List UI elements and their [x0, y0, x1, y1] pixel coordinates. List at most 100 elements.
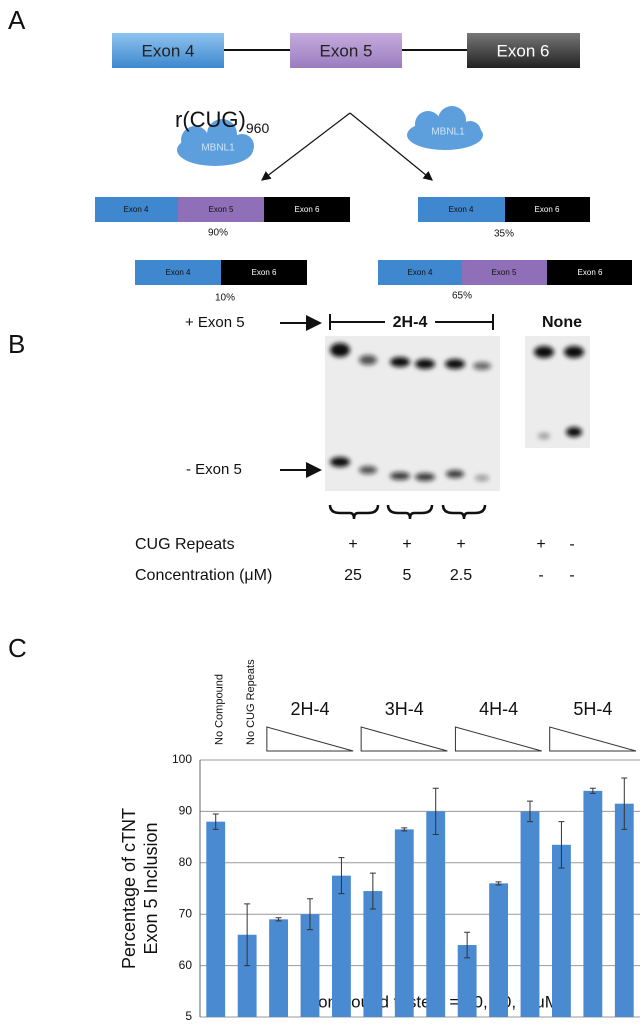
group-label: 2H-4	[290, 699, 329, 719]
exon-label: Exon 6	[535, 205, 560, 214]
cell: 2.5	[450, 567, 472, 584]
cell: 25	[344, 567, 362, 584]
error-bar	[464, 931, 471, 959]
bar	[520, 811, 540, 1017]
error-bar	[401, 827, 408, 832]
bar	[614, 803, 634, 1017]
error-bar	[307, 898, 313, 931]
exon-label: Exon 6	[578, 268, 603, 277]
error-bar	[275, 917, 282, 922]
repeat-length: 960	[246, 120, 270, 136]
bar	[206, 821, 226, 1017]
error-bar	[432, 787, 439, 836]
cloud	[177, 119, 254, 166]
group-label: 4H-4	[479, 699, 518, 719]
exon-label: Exon 4	[142, 41, 195, 60]
cell: +	[348, 536, 357, 553]
y-tick-label: 80	[179, 855, 193, 869]
percent: 90%	[208, 228, 228, 239]
gradient-triangle	[266, 726, 354, 752]
bar	[394, 829, 414, 1017]
bar	[237, 934, 257, 1017]
bar	[300, 914, 320, 1017]
group-label: 5H-4	[573, 699, 612, 719]
exon	[112, 33, 224, 68]
panel-label: C	[8, 633, 27, 663]
exon-label: Exon 4	[408, 268, 433, 277]
exon-label: Exon 4	[449, 205, 474, 214]
error-bar	[212, 813, 219, 830]
protein-label: MBNL1	[201, 143, 235, 154]
bar-chart: 5 60 70 80 90 100 Percentage of cTNT Exon 5 Inc…	[119, 659, 640, 1023]
y-tick-label: 60	[179, 958, 193, 972]
isoform: Exon 4 Exon 5 Exon 6	[95, 197, 350, 222]
cell: 5	[403, 567, 412, 584]
isoform: Exon 4 Exon 5 Exon 6	[378, 260, 632, 285]
exon-label: Exon 6	[295, 205, 320, 214]
y-tick-label: 5	[185, 1009, 192, 1023]
cell: +	[456, 536, 465, 553]
error-bar	[527, 800, 533, 823]
exon-label: Exon 6	[252, 268, 277, 277]
exon-label: Exon 4	[124, 205, 149, 214]
bar	[457, 945, 477, 1017]
exon-label: Exon 4	[166, 268, 191, 277]
gel-bands	[330, 343, 584, 481]
percent: 10%	[215, 293, 235, 304]
cell: -	[538, 567, 543, 584]
arrow	[261, 112, 351, 181]
error-bar	[495, 881, 502, 886]
bar	[583, 790, 603, 1017]
y-axis-label: Exon 5 Inclusion	[141, 822, 161, 954]
arrow	[349, 112, 433, 181]
isoform: Exon 4 Exon 6	[135, 260, 307, 285]
x-tick-label: No CUG Repeats	[245, 659, 257, 745]
row-label: CUG Repeats	[135, 536, 235, 553]
group-label: 3H-4	[385, 699, 424, 719]
exon	[467, 33, 580, 68]
band-label: + Exon 5	[185, 314, 245, 331]
exon-label: Exon 6	[497, 41, 550, 60]
gel	[325, 336, 500, 491]
bar	[552, 844, 571, 1017]
bar	[363, 891, 383, 1017]
gradient-triangle	[549, 726, 637, 752]
cloud	[407, 106, 483, 150]
error-bar	[244, 903, 251, 967]
x-tick-label: No Compound	[214, 674, 226, 745]
panel-label: B	[8, 329, 25, 359]
control-label: None	[542, 314, 582, 331]
error-bar	[558, 821, 565, 869]
percent: 65%	[452, 291, 472, 302]
gradient-triangle	[360, 726, 448, 752]
error-bar	[338, 857, 345, 895]
y-axis-label: Percentage of cTNT	[119, 808, 139, 969]
bar	[332, 875, 351, 1017]
brace	[328, 504, 487, 520]
y-tick-label: 70	[179, 906, 193, 920]
panel-label: A	[8, 5, 26, 35]
cell: -	[569, 536, 574, 553]
error-bar	[589, 787, 596, 794]
exon-label: Exon 5	[209, 205, 234, 214]
percent: 35%	[494, 229, 514, 240]
exon	[290, 33, 402, 68]
y-tick-label: 90	[179, 804, 193, 818]
exon-label: Exon 5	[492, 268, 517, 277]
repeat-label: r(CUG)960	[175, 107, 269, 136]
cell: -	[569, 567, 574, 584]
bar	[269, 919, 288, 1017]
gradient-triangle	[454, 726, 542, 752]
error-bar	[621, 777, 628, 830]
error-bar	[369, 872, 376, 910]
cell: +	[536, 536, 545, 553]
bracket-gap	[385, 312, 435, 332]
cell: +	[402, 536, 411, 553]
row-label: Concentration (μM)	[135, 567, 272, 584]
band-label: - Exon 5	[186, 461, 242, 478]
bar	[426, 811, 446, 1017]
y-tick-label: 100	[172, 752, 192, 766]
isoform: Exon 4 Exon 6	[418, 197, 590, 222]
protein-label: MBNL1	[431, 127, 465, 138]
